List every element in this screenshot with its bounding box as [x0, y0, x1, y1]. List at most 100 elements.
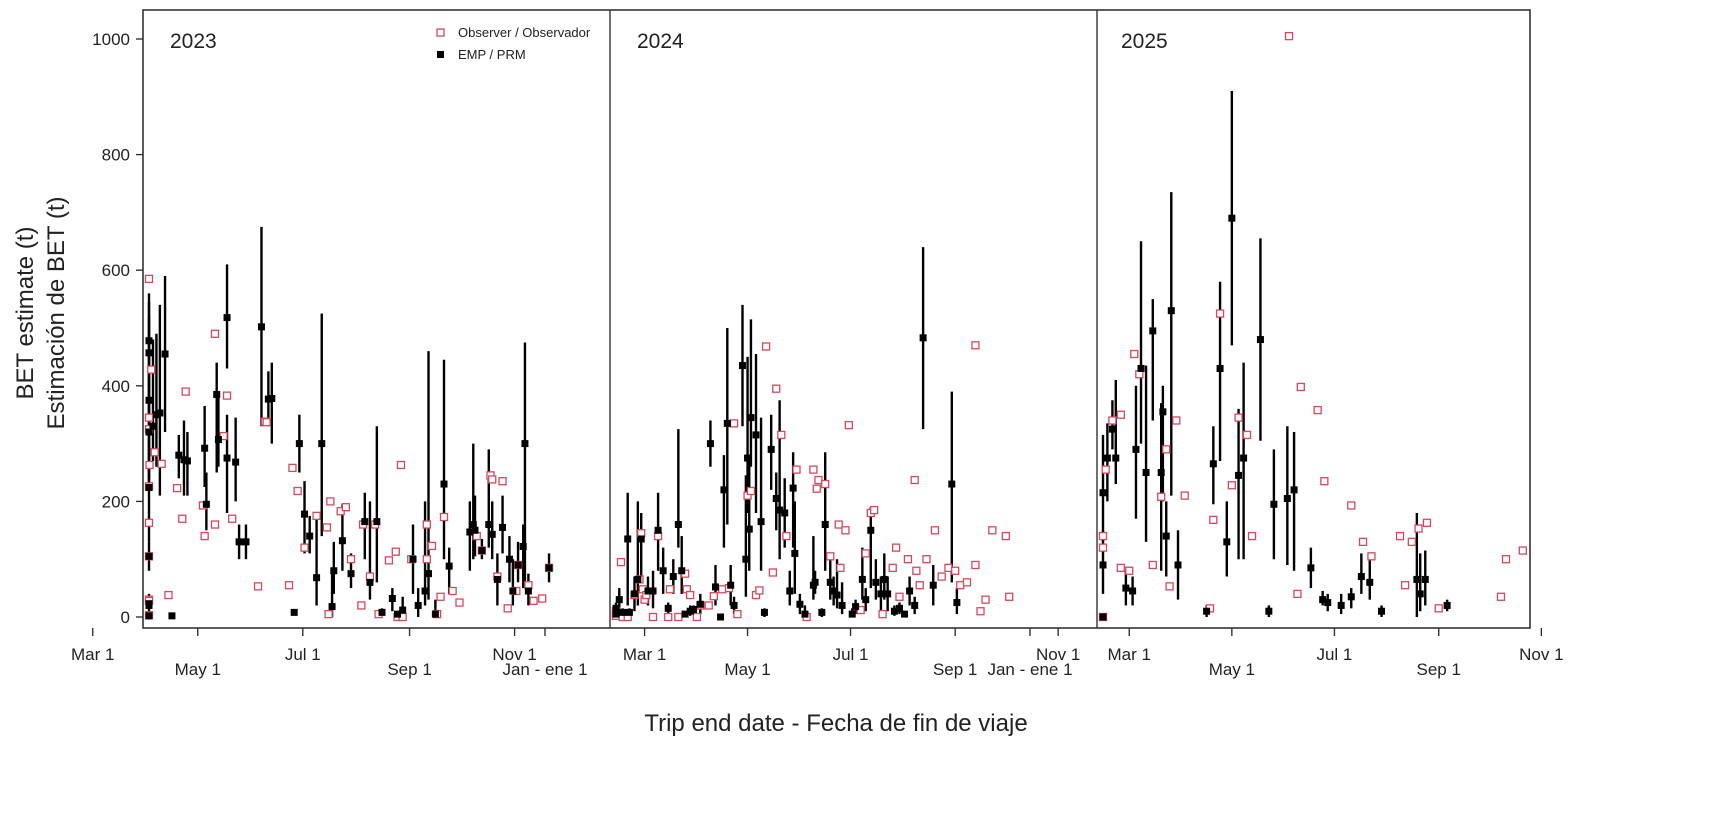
x-tick-label: May 1	[1209, 660, 1255, 679]
emp-point	[1216, 364, 1224, 372]
emp-point	[469, 521, 477, 529]
x-axis-title: Trip end date - Fecha de fin de viaje	[644, 710, 1027, 737]
observer-point	[284, 581, 294, 590]
emp-point	[717, 613, 725, 621]
observer-point	[910, 475, 919, 485]
observer-point	[814, 475, 823, 485]
emp-point	[1137, 364, 1145, 372]
emp-point	[664, 604, 672, 612]
emp-point	[659, 567, 667, 575]
observer-point	[971, 341, 980, 350]
emp-point	[223, 454, 231, 462]
y-tick-label: 1000	[92, 30, 130, 49]
observer-point	[888, 563, 897, 573]
emp-point	[772, 495, 780, 503]
observer-point	[200, 531, 209, 541]
emp-point	[852, 603, 860, 611]
observer-point	[1157, 492, 1166, 501]
emp-point	[776, 506, 784, 514]
emp-point	[545, 564, 553, 572]
observer-point	[1130, 349, 1139, 359]
observer-point	[1162, 445, 1171, 454]
observer-point	[346, 555, 356, 564]
observer-point	[1172, 416, 1181, 425]
observer-point	[704, 601, 713, 610]
emp-point	[826, 578, 834, 586]
observer-point	[210, 520, 220, 529]
observer-point	[1234, 413, 1243, 422]
observer-point	[1347, 501, 1356, 510]
emp-point	[681, 610, 689, 618]
observer-point	[1422, 518, 1432, 527]
emp-point	[366, 578, 374, 586]
emp-point	[1265, 607, 1273, 615]
observer-point	[981, 595, 990, 604]
observer-point	[384, 556, 394, 565]
emp-point	[1228, 214, 1236, 222]
emp-point	[235, 538, 243, 546]
legend-emp-label: EMP / PRM	[458, 47, 526, 62]
observer-point	[1414, 524, 1423, 533]
emp-point	[801, 610, 809, 618]
emp-point	[509, 587, 517, 595]
observer-point	[1296, 382, 1305, 392]
x-tick-label: May 1	[724, 660, 770, 679]
observer-point	[686, 590, 695, 600]
emp-point	[1103, 454, 1111, 462]
observer-point	[1098, 531, 1108, 541]
observer-point	[861, 549, 870, 558]
observer-point	[1148, 560, 1157, 570]
emp-point	[1203, 607, 1211, 615]
observer-point	[1227, 481, 1236, 490]
emp-point	[1235, 471, 1243, 479]
observer-point	[782, 531, 791, 541]
emp-point	[1378, 607, 1386, 615]
emp-point	[742, 555, 750, 563]
emp-point	[373, 518, 381, 526]
observer-point	[988, 526, 997, 535]
observer-point	[665, 585, 675, 594]
observer-point	[1116, 563, 1125, 573]
emp-point	[145, 396, 153, 404]
emp-point	[1319, 596, 1327, 604]
emp-point	[674, 521, 682, 529]
observer-point	[1108, 416, 1117, 425]
observer-point	[538, 594, 547, 603]
observer-point	[648, 612, 658, 622]
emp-point	[493, 575, 501, 583]
observer-point	[826, 552, 835, 561]
emp-point	[242, 538, 250, 546]
emp-point	[431, 610, 439, 618]
emp-point	[696, 600, 704, 608]
emp-point	[745, 525, 753, 533]
observer-point	[844, 420, 853, 430]
emp-point	[524, 587, 532, 595]
emp-point	[1307, 564, 1315, 572]
emp-point	[440, 480, 448, 488]
observer-point	[746, 486, 756, 496]
emp-point	[183, 457, 191, 465]
observer-point	[903, 555, 913, 564]
emp-point	[747, 414, 755, 422]
observer-point	[768, 568, 778, 577]
observer-point	[664, 612, 673, 622]
x-tick-label: Nov 1	[492, 645, 536, 664]
emp-point	[619, 608, 627, 616]
observer-point	[821, 479, 830, 489]
observer-point	[181, 387, 190, 396]
emp-point	[872, 578, 880, 586]
emp-point	[821, 521, 829, 529]
emp-point	[1421, 575, 1429, 583]
observer-point	[529, 596, 538, 605]
panel-year-label: 2023	[170, 30, 217, 53]
emp-point	[760, 608, 768, 616]
emp-point	[862, 596, 870, 604]
observer-point	[422, 520, 431, 529]
observer-point	[488, 475, 497, 484]
observer-point	[503, 604, 512, 613]
emp-point	[145, 612, 153, 620]
emp-point	[306, 532, 314, 540]
emp-point	[796, 600, 804, 608]
observer-point	[930, 526, 940, 535]
legend: Observer / Observador EMP / PRM	[436, 25, 591, 62]
